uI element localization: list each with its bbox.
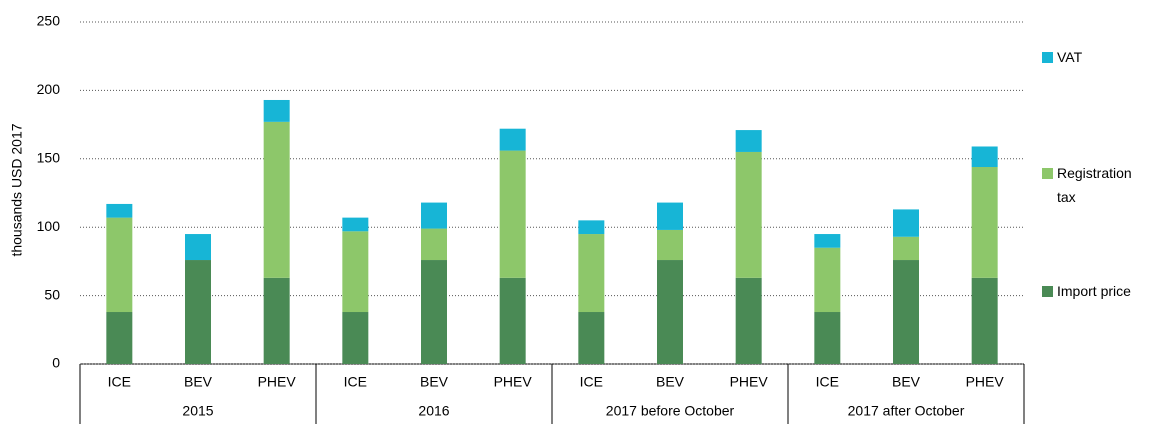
legend-swatch	[1042, 168, 1053, 179]
x-tick-label: PHEV	[258, 374, 297, 390]
x-tick-label: ICE	[344, 374, 367, 390]
x-tick-label: BEV	[420, 374, 449, 390]
bar-segment	[263, 99, 290, 122]
bar-segment	[106, 217, 133, 313]
x-tick-label: ICE	[580, 374, 603, 390]
x-tick-label: BEV	[184, 374, 213, 390]
legend-swatch	[1042, 52, 1053, 63]
bar-segment	[263, 277, 290, 364]
bar-segment	[421, 260, 447, 364]
x-tick-label: ICE	[816, 374, 839, 390]
bar-segment	[893, 236, 919, 261]
bar-segment	[263, 121, 290, 278]
legend-label: VAT	[1057, 49, 1083, 65]
bar-segment	[342, 312, 369, 364]
bar-segment	[499, 150, 526, 278]
group-label: 2015	[182, 403, 213, 419]
bar-segment	[971, 146, 998, 168]
bar-segment	[657, 260, 683, 364]
bar-segment	[578, 312, 605, 364]
legend-item: VAT	[1042, 49, 1154, 69]
bar-segment	[814, 247, 841, 313]
legend-swatch	[1042, 286, 1053, 297]
group-label: 2017 after October	[848, 403, 965, 419]
bar-segment	[342, 217, 369, 232]
bar-segment	[971, 277, 998, 364]
y-axis-label: thousands USD 2017	[9, 123, 25, 256]
y-tick-label: 200	[37, 81, 61, 97]
y-tick-label: 100	[37, 218, 61, 234]
bar-segment	[578, 234, 605, 313]
bar-segment	[106, 312, 133, 364]
y-tick-label: 0	[52, 355, 60, 371]
bar-segment	[893, 209, 919, 237]
y-tick-label: 150	[37, 150, 61, 166]
y-tick-label: 250	[37, 13, 61, 29]
legend-item: Registration tax	[1042, 165, 1154, 209]
x-tick-label: PHEV	[966, 374, 1005, 390]
bar-segment	[185, 260, 211, 364]
bar-segment	[185, 234, 211, 261]
bar-segment	[421, 202, 447, 229]
x-tick-label: ICE	[108, 374, 131, 390]
legend-item: Import price	[1042, 283, 1154, 303]
x-tick-label: PHEV	[494, 374, 533, 390]
legend-label: Import price	[1057, 283, 1131, 299]
bar-segment	[499, 277, 526, 364]
group-label: 2016	[418, 403, 449, 419]
bar-segment	[971, 167, 998, 278]
bar-segment	[735, 277, 762, 364]
bar-segment	[421, 228, 447, 261]
group-label: 2017 before October	[606, 403, 735, 419]
bar-segment	[342, 231, 369, 313]
bar-segment	[657, 229, 683, 261]
x-tick-label: PHEV	[730, 374, 769, 390]
bar-segment	[735, 130, 762, 152]
x-tick-label: BEV	[656, 374, 685, 390]
bar-segment	[106, 203, 133, 218]
bar-segment	[814, 234, 841, 248]
bar-segment	[499, 128, 526, 151]
y-tick-label: 50	[44, 286, 60, 302]
legend-label: Registration tax	[1057, 165, 1132, 205]
x-tick-label: BEV	[892, 374, 921, 390]
bar-segment	[735, 151, 762, 278]
bar-segment	[578, 220, 605, 235]
bar-segment	[814, 312, 841, 364]
bar-segment	[893, 260, 919, 364]
bar-segment	[657, 202, 683, 230]
